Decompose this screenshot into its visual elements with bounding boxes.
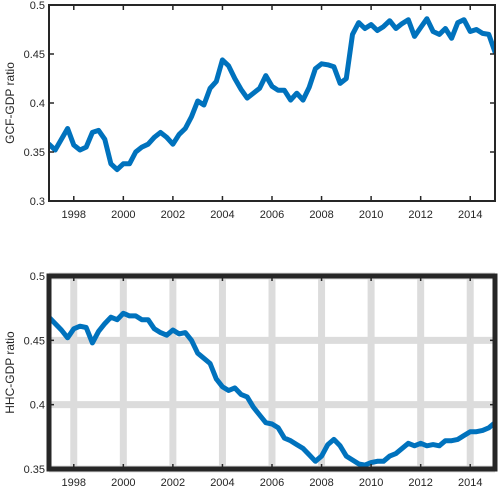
axes-box [46, 273, 498, 472]
x-tick-label: 2000 [111, 209, 135, 221]
x-tick-label: 2006 [260, 209, 284, 221]
y-axis-label: HHC-GDP ratio [3, 331, 17, 414]
y-tick-label: 0.3 [30, 196, 45, 208]
y-tick-label: 0.4 [30, 98, 45, 110]
x-tick-label: 2004 [210, 477, 234, 489]
y-tick-label: 0.4 [30, 400, 45, 412]
x-tick-label: 2006 [260, 477, 284, 489]
x-tick-label: 2012 [408, 209, 432, 221]
y-tick-label: 0.45 [24, 335, 45, 347]
x-tick-label: 2002 [161, 477, 185, 489]
x-tick-label: 2002 [161, 209, 185, 221]
x-tick-label: 2012 [408, 477, 432, 489]
x-tick-label: 2014 [458, 477, 482, 489]
x-tick-label: 2008 [309, 477, 333, 489]
series-line [49, 16, 495, 173]
x-tick-label: 2004 [210, 209, 234, 221]
hhc-gdp-subplot: 1998 2000 2002 2004 2006 2008 2010 2012 2014 0.35… [3, 271, 498, 489]
x-tick-label: 2014 [458, 209, 482, 221]
y-tick-label: 0.5 [30, 271, 45, 283]
y-tick-label: 0.5 [30, 0, 45, 12]
x-tick-label: 2010 [359, 477, 383, 489]
y-tick-label: 0.45 [24, 49, 45, 61]
x-tick-label: 2008 [309, 209, 333, 221]
x-tick-label: 2000 [111, 477, 135, 489]
axes-box [48, 4, 496, 202]
x-tick-label: 1998 [62, 209, 86, 221]
y-axis-label: GCF-GDP ratio [3, 62, 17, 144]
gcf-gdp-subplot: 1998 2000 2002 2004 2006 2008 2010 2012 2014 0.3 0… [3, 0, 496, 221]
y-tick-label: 0.35 [24, 464, 45, 476]
x-tick-label: 2010 [359, 209, 383, 221]
series-line [49, 310, 495, 468]
x-tick-label: 1998 [62, 477, 86, 489]
y-tick-label: 0.35 [24, 147, 45, 159]
